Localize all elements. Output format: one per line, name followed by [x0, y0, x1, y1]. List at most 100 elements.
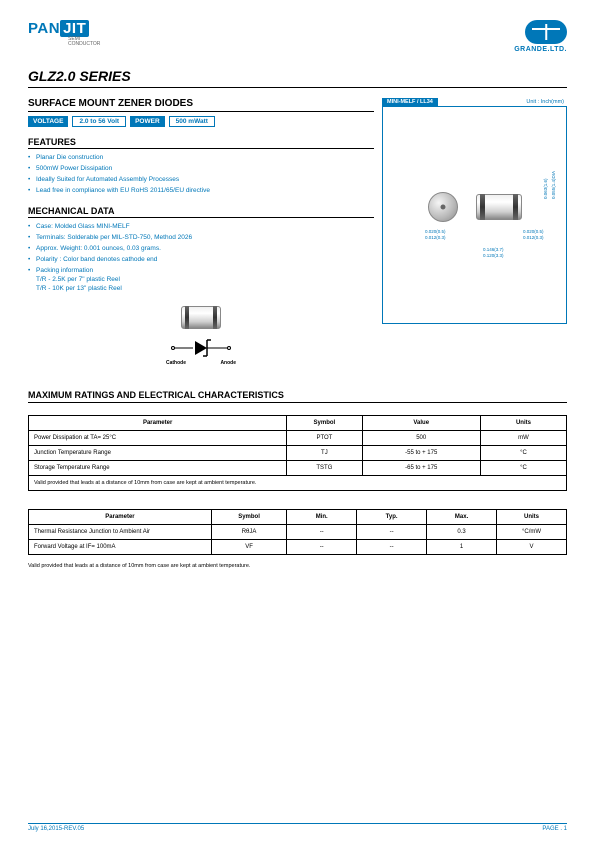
cell: Forward Voltage at IF= 100mA: [29, 540, 212, 555]
dim-height: 0.063(1.6): [543, 178, 548, 199]
cell: VF: [211, 540, 286, 555]
cell: 500: [362, 431, 480, 446]
packing-b: T/R - 10K per 13" plastic Reel: [36, 285, 374, 292]
component-illustration: Cathode Anode: [28, 306, 374, 366]
table-header-row: Parameter Symbol Min. Typ. Max. Units: [29, 510, 567, 525]
cell: RθJA: [211, 525, 286, 540]
dim-right2: 0.012(0.3): [523, 235, 544, 240]
page-title: GLZ2.0 SERIES: [28, 68, 567, 84]
table-row: Power Dissipation at TA= 25°C PTOT 500 m…: [29, 431, 567, 446]
col-typ: Typ.: [357, 510, 427, 525]
cell: --: [357, 525, 427, 540]
col-parameter: Parameter: [29, 416, 287, 431]
table2-note: Valid provided that leads at a distance …: [28, 563, 567, 569]
dim-bottom2: 0.120(3.3): [483, 253, 504, 258]
grande-text: GRANDE.LTD.: [514, 46, 567, 53]
feature-item: Lead free in compliance with EU RoHS 201…: [28, 185, 374, 196]
logo-grande: GRANDE.LTD.: [514, 20, 567, 53]
anode-label: Anode: [220, 360, 236, 366]
spec-row: VOLTAGE 2.0 to 56 Volt POWER 500 mWatt: [28, 116, 374, 127]
col-parameter: Parameter: [29, 510, 212, 525]
component-views: [383, 192, 566, 222]
dim-left2: 0.012(0.3): [425, 235, 446, 240]
cell: TJ: [287, 446, 362, 461]
cell: 0.3: [427, 525, 497, 540]
features-heading: FEATURES: [28, 137, 374, 149]
cell: mW: [480, 431, 566, 446]
footer: July 16,2015-REV.05 PAGE . 1: [28, 823, 567, 832]
diagram-header: MINI-MELF / LL34 Unit : Inch(mm): [382, 98, 567, 106]
cell: Storage Temperature Range: [29, 461, 287, 476]
cell: TSTG: [287, 461, 362, 476]
mechanical-list: Case: Molded Glass MINI-MELF Terminals: …: [28, 221, 374, 294]
dim-right: 0.020(0.5): [523, 229, 544, 234]
component-end-view-icon: [428, 192, 458, 222]
page: PANJIT SEMI CONDUCTOR GRANDE.LTD. GLZ2.0…: [0, 0, 595, 842]
left-column: SURFACE MOUNT ZENER DIODES VOLTAGE 2.0 t…: [28, 98, 374, 366]
grande-icon: [525, 20, 567, 44]
packing-a: T/R - 2.5K per 7" plastic Reel: [36, 276, 374, 283]
component-side-icon: [181, 306, 221, 329]
cell: --: [287, 540, 357, 555]
table-row: Forward Voltage at IF= 100mA VF -- -- 1 …: [29, 540, 567, 555]
component-side-view-icon: [476, 194, 522, 220]
logo-panjit: PANJIT SEMI CONDUCTOR: [28, 20, 100, 47]
col-units: Units: [480, 416, 566, 431]
col-min: Min.: [287, 510, 357, 525]
cell: -65 to + 175: [362, 461, 480, 476]
cell: --: [357, 540, 427, 555]
table-row: Thermal Resistance Junction to Ambient A…: [29, 525, 567, 540]
features-list: Planar Die construction 500mW Power Diss…: [28, 152, 374, 196]
brand-jit: JIT: [60, 20, 89, 37]
dim-height2: 0.055(1.4)DIA: [551, 171, 556, 199]
col-symbol: Symbol: [287, 416, 362, 431]
main-columns: SURFACE MOUNT ZENER DIODES VOLTAGE 2.0 t…: [28, 98, 567, 366]
voltage-value: 2.0 to 56 Volt: [72, 116, 126, 127]
ratings-table-1: Parameter Symbol Value Units Power Dissi…: [28, 415, 567, 491]
power-value: 500 mWatt: [169, 116, 215, 127]
brand-pan: PAN: [28, 20, 60, 37]
feature-item: 500mW Power Dissipation: [28, 163, 374, 174]
power-label: POWER: [130, 116, 165, 127]
cell: Thermal Resistance Junction to Ambient A…: [29, 525, 212, 540]
col-value: Value: [362, 416, 480, 431]
diode-symbol-icon: [171, 337, 231, 359]
feature-item: Planar Die construction: [28, 152, 374, 163]
title-bar: GLZ2.0 SERIES: [28, 68, 567, 88]
cell: -55 to + 175: [362, 446, 480, 461]
cell: PTOT: [287, 431, 362, 446]
note-cell: Valid provided that leads at a distance …: [29, 476, 567, 491]
footer-page: PAGE . 1: [542, 826, 567, 832]
diode-labels: Cathode Anode: [166, 360, 236, 366]
mech-item: Polarity : Color band denotes cathode en…: [28, 254, 374, 265]
cell: °C: [480, 461, 566, 476]
cell: Junction Temperature Range: [29, 446, 287, 461]
col-units: Units: [497, 510, 567, 525]
cell: °C: [480, 446, 566, 461]
cathode-label: Cathode: [166, 360, 186, 366]
footer-date: July 16,2015-REV.05: [28, 826, 84, 832]
mech-item: Approx. Weight: 0.001 ounces, 0.03 grams…: [28, 243, 374, 254]
unit-label: Unit : Inch(mm): [523, 98, 567, 106]
table-row: Junction Temperature Range TJ -55 to + 1…: [29, 446, 567, 461]
voltage-label: VOLTAGE: [28, 116, 68, 127]
cell: --: [287, 525, 357, 540]
mech-packing: Packing information T/R - 2.5K per 7" pl…: [28, 265, 374, 294]
col-max: Max.: [427, 510, 497, 525]
package-tag: MINI-MELF / LL34: [382, 98, 438, 106]
subtitle: SURFACE MOUNT ZENER DIODES: [28, 98, 374, 112]
package-diagram: 0.020(0.5) 0.012(0.3) 0.020(0.5) 0.012(0…: [382, 106, 567, 324]
cell: Power Dissipation at TA= 25°C: [29, 431, 287, 446]
mech-item: Terminals: Solderable per MIL-STD-750, M…: [28, 232, 374, 243]
packing-label: Packing information: [36, 267, 93, 274]
dim-bottom: 0.146(3.7): [483, 247, 504, 252]
feature-item: Ideally Suited for Automated Assembly Pr…: [28, 174, 374, 185]
dim-left: 0.020(0.5): [425, 229, 446, 234]
table-row: Storage Temperature Range TSTG -65 to + …: [29, 461, 567, 476]
mech-item: Case: Molded Glass MINI-MELF: [28, 221, 374, 232]
cell: 1: [427, 540, 497, 555]
mechanical-heading: MECHANICAL DATA: [28, 206, 374, 218]
right-column: MINI-MELF / LL34 Unit : Inch(mm) 0.020(0…: [382, 98, 567, 366]
header: PANJIT SEMI CONDUCTOR GRANDE.LTD.: [28, 20, 567, 62]
cell: V: [497, 540, 567, 555]
